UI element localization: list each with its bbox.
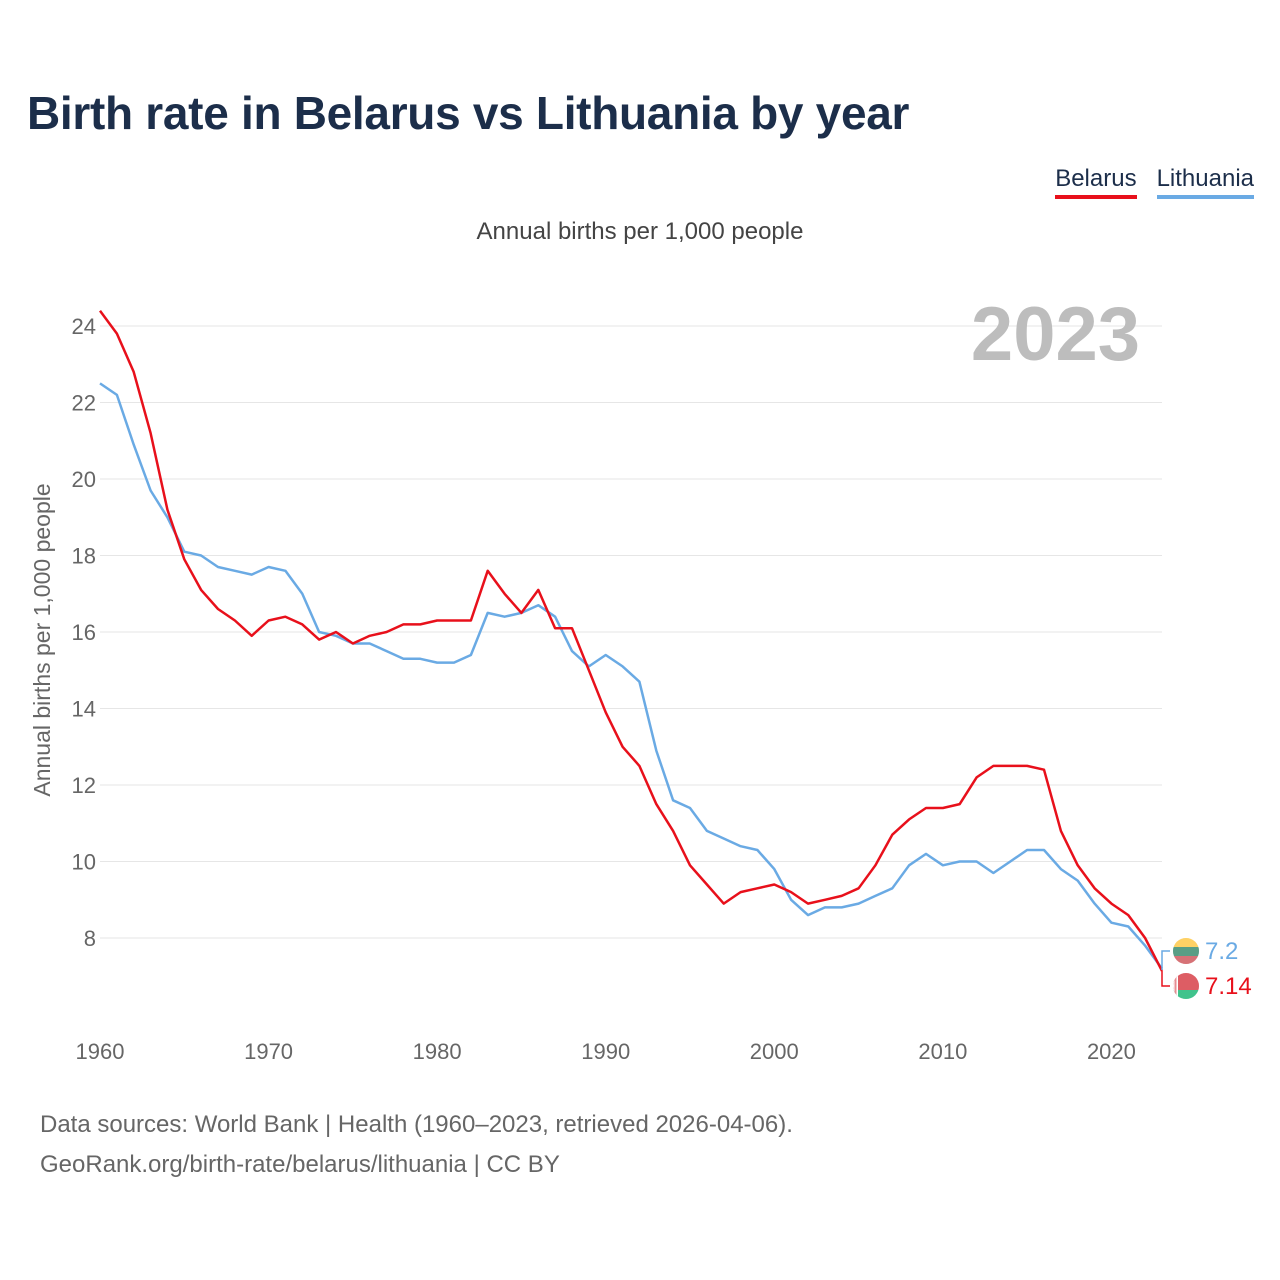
- year-watermark: 2023: [971, 292, 1140, 377]
- end-markers: 7.2 7.14: [1161, 938, 1252, 1000]
- legend-item-lithuania[interactable]: Lithuania: [1156, 165, 1254, 199]
- x-tick-label: 1970: [244, 1039, 293, 1064]
- x-tick-label: 1960: [76, 1039, 125, 1064]
- y-tick-label: 22: [72, 391, 96, 416]
- y-tick-label: 8: [84, 926, 96, 951]
- source-line-1: Data sources: World Bank | Health (1960–…: [40, 1111, 793, 1138]
- series-line-lithuania[interactable]: [99, 382, 1164, 970]
- x-tick-label: 2020: [1087, 1039, 1136, 1064]
- lithuania-end-value: 7.2: [1205, 938, 1238, 965]
- source-line-2[interactable]: GeoRank.org/birth-rate/belarus/lithuania…: [40, 1151, 560, 1178]
- y-tick-label: 20: [72, 467, 96, 492]
- chart-title: Birth rate in Belarus vs Lithuania by ye…: [27, 87, 910, 139]
- y-axis-ticks: 8 10 12 14 16 18 20 22 24: [72, 314, 96, 951]
- legend: Belarus Lithuania: [1055, 165, 1254, 199]
- source-note: Data sources: World Bank | Health (1960–…: [40, 1105, 793, 1185]
- y-axis-label: Annual births per 1,000 people: [29, 483, 55, 796]
- x-axis-ticks: 1960 1970 1980 1990 2000 2010 2020: [76, 1039, 1136, 1064]
- y-tick-label: 14: [72, 697, 96, 722]
- y-tick-label: 16: [72, 620, 96, 645]
- x-tick-label: 2000: [750, 1039, 799, 1064]
- y-tick-label: 18: [72, 544, 96, 569]
- belarus-end-connector: [1161, 971, 1170, 987]
- x-tick-label: 1980: [413, 1039, 462, 1064]
- lithuania-end-connector: [1161, 950, 1170, 970]
- y-tick-label: 24: [72, 314, 96, 339]
- belarus-flag-icon: [1173, 973, 1199, 999]
- x-tick-label: 1990: [581, 1039, 630, 1064]
- line-chart: 8 10 12 14 16 18 20 22 24 1960 1970 1980 1990 2000 20…: [29, 292, 1252, 1064]
- belarus-end-value: 7.14: [1205, 973, 1252, 1000]
- x-tick-label: 2010: [918, 1039, 967, 1064]
- lithuania-flag-icon: [1173, 938, 1199, 964]
- y-tick-label: 12: [72, 773, 96, 798]
- legend-item-belarus[interactable]: Belarus: [1055, 165, 1137, 199]
- series-lines: [98, 309, 1164, 972]
- grid-lines: [100, 325, 1162, 939]
- chart-subtitle: Annual births per 1,000 people: [476, 218, 804, 245]
- series-line-belarus[interactable]: [98, 309, 1164, 972]
- y-tick-label: 10: [72, 850, 96, 875]
